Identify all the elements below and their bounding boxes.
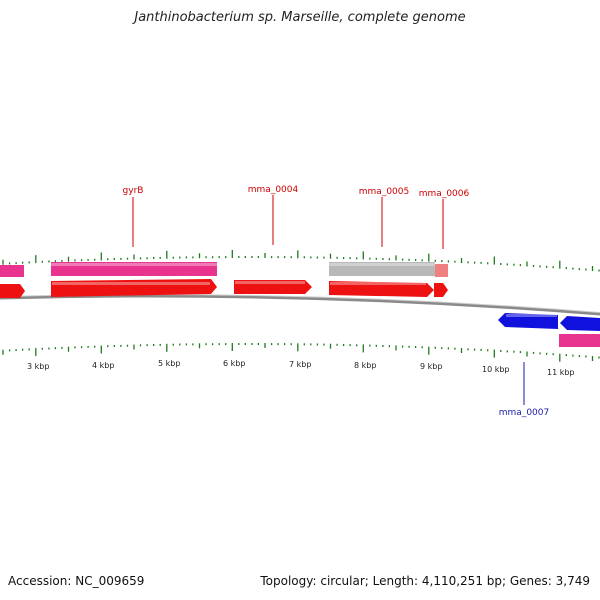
scale-label: 7 kbp [289, 360, 311, 369]
gene-feature[interactable] [51, 262, 217, 276]
scale-label: 8 kbp [354, 361, 376, 370]
gene-feature-gray[interactable] [329, 262, 435, 276]
gene-leader-lines [132, 195, 525, 405]
gene-feature[interactable] [0, 265, 24, 277]
gene-label-mma-0004[interactable]: mma_0004 [248, 185, 299, 195]
feature-highlights [51, 263, 557, 317]
scale-label: 9 kbp [420, 362, 442, 371]
reverse-cds-arrow[interactable] [498, 313, 558, 329]
cds-arrow[interactable] [329, 281, 434, 297]
scale-label: 11 kbp [547, 368, 575, 377]
cds-arrow[interactable] [0, 284, 25, 298]
scale-label: 4 kbp [92, 361, 114, 370]
accession-text: Accession: NC_009659 [8, 574, 145, 588]
gene-label-gyrb[interactable]: gyrB [123, 186, 144, 196]
genome-backbone [0, 294, 600, 316]
cds-arrow[interactable] [51, 279, 217, 297]
gene-label-mma-0006[interactable]: mma_0006 [419, 189, 470, 199]
scale-label: 10 kbp [482, 365, 510, 374]
inner-tick-track [2, 343, 600, 362]
gene-feature-salmon[interactable] [435, 264, 448, 277]
scale-label: 6 kbp [223, 359, 245, 368]
outer-tick-track [2, 250, 600, 272]
scale-label: 3 kbp [27, 362, 49, 371]
cds-arrow[interactable] [434, 283, 448, 297]
scale-label: 5 kbp [158, 359, 180, 368]
feature-track [0, 262, 600, 347]
gene-feature[interactable] [559, 334, 600, 347]
gene-label-mma-0007[interactable]: mma_0007 [499, 408, 549, 418]
gene-labels: gyrB mma_0004 mma_0005 mma_0006 mma_0007 [123, 185, 550, 418]
gene-label-mma-0005[interactable]: mma_0005 [359, 187, 409, 197]
genome-summary-text: Topology: circular; Length: 4,110,251 bp… [260, 574, 590, 588]
scale-labels: 3 kbp 4 kbp 5 kbp 6 kbp 7 kbp 8 kbp 9 kb… [27, 359, 575, 377]
reverse-cds-arrow[interactable] [560, 316, 600, 331]
cds-arrow[interactable] [234, 280, 312, 294]
map-title: Janthinobacterium sp. Marseille, complet… [134, 10, 466, 25]
